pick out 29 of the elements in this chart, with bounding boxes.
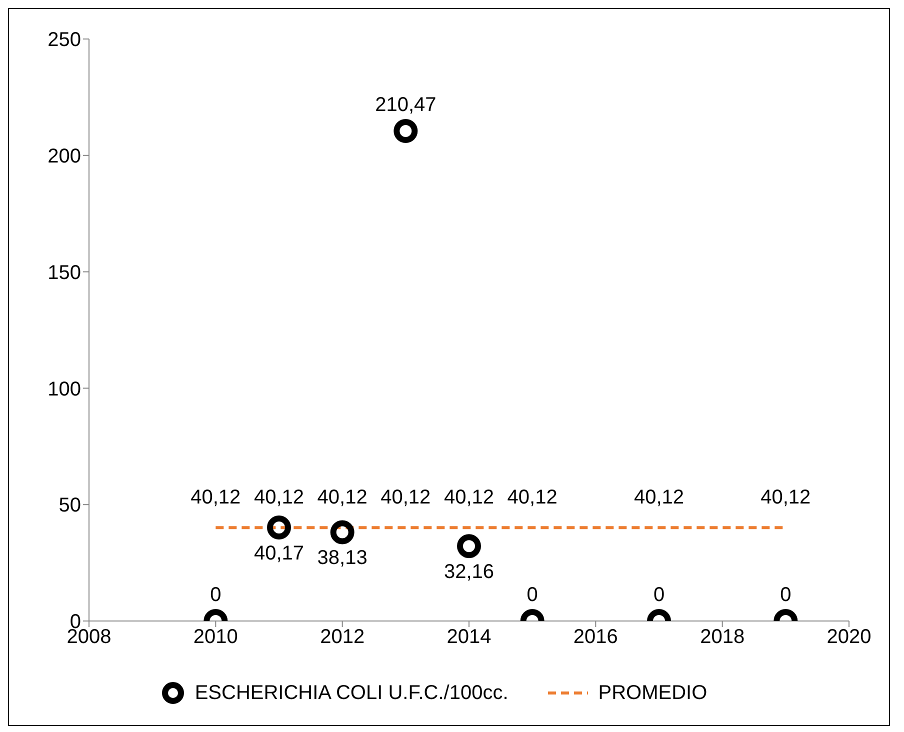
- data-label: 38,13: [317, 547, 368, 570]
- legend-label: PROMEDIO: [598, 682, 708, 704]
- y-tick-label: 100: [48, 378, 81, 400]
- x-tick-label: 2014: [446, 626, 492, 648]
- x-tick-label: 2018: [700, 626, 745, 648]
- data-label: 40,12: [444, 486, 494, 509]
- y-tick-label: 150: [48, 262, 81, 284]
- data-label: 32,16: [444, 561, 494, 584]
- data-label: 0: [210, 584, 222, 606]
- x-tick-label: 2012: [320, 626, 365, 648]
- data-label: 210,47: [375, 94, 436, 116]
- x-tick-label: 2010: [193, 626, 238, 648]
- x-tick-label: 2020: [826, 626, 872, 648]
- data-label: 40,12: [507, 486, 558, 509]
- legend-label: ESCHERICHIA COLI U.F.C./100cc.: [194, 682, 508, 704]
- data-label: 40,12: [254, 486, 304, 509]
- data-label: 0: [653, 584, 665, 606]
- data-label: 40,12: [190, 486, 241, 509]
- y-tick-label: 250: [48, 29, 81, 52]
- data-label: 40,12: [634, 486, 684, 509]
- data-label: 0: [780, 584, 792, 606]
- y-tick-label: 50: [58, 494, 81, 517]
- data-label: 0: [526, 584, 538, 606]
- data-label: 40,17: [254, 542, 304, 564]
- data-label: 40,12: [760, 486, 811, 509]
- x-tick-label: 2016: [573, 626, 618, 648]
- data-label: 40,12: [317, 486, 368, 509]
- y-tick-label: 200: [48, 146, 81, 168]
- data-label: 40,12: [380, 486, 431, 509]
